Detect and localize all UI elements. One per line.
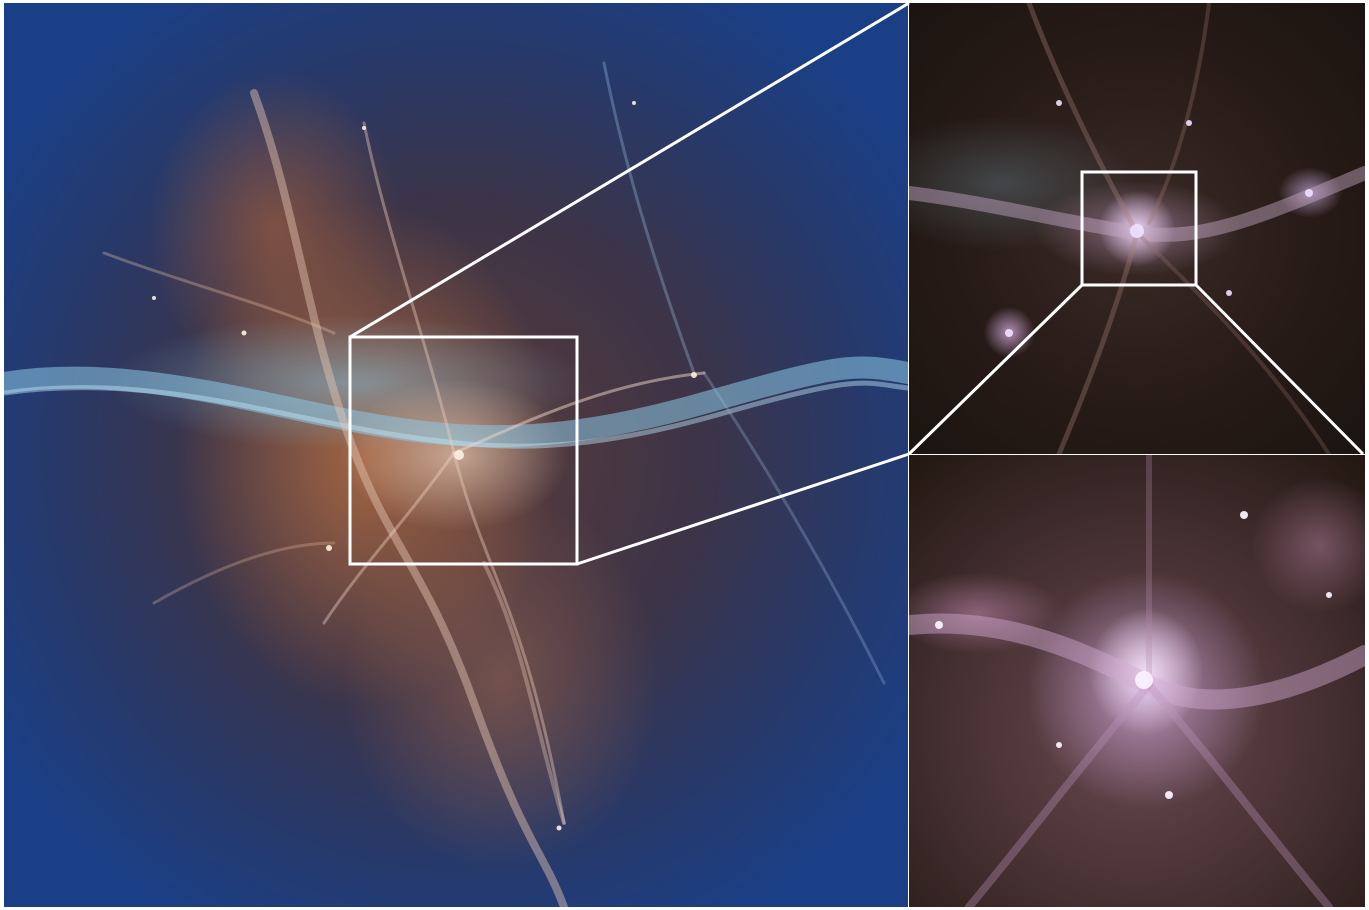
zoom-connector-bottom	[576, 452, 910, 566]
main-zoom-box	[348, 335, 579, 566]
zoom2-filaments	[909, 455, 1365, 907]
zoom1-filaments	[909, 3, 1365, 454]
zoom-connector-top	[349, 1, 910, 339]
zoom-inset-2	[909, 455, 1365, 907]
main-filaments	[4, 61, 908, 907]
inset-connector-left	[907, 283, 1084, 456]
inset-connector-right	[1194, 283, 1365, 456]
inset-zoom-box	[1080, 170, 1198, 287]
main-simulation-panel	[4, 3, 908, 907]
